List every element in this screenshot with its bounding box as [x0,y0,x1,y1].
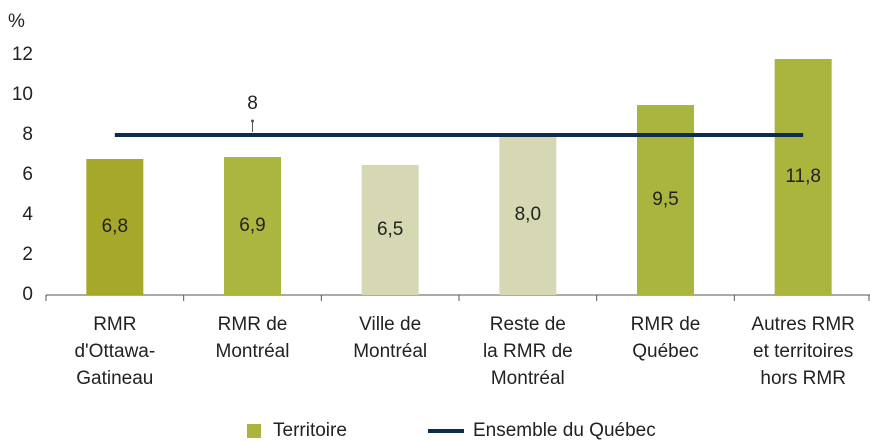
value-label: 6,5 [377,219,403,240]
legend-swatch [247,424,261,438]
x-tick-label-line: RMR [93,314,136,335]
value-label: 6,9 [239,215,265,236]
x-tick-label-line: Montréal [216,341,290,362]
x-tick-label-line: Gatineau [76,368,153,389]
x-tick-label: Ville de Montréal [353,314,427,362]
x-tick-label: RMR d'Ottawa- Gatineau [74,314,155,389]
x-tick-label-line: RMR de [218,314,288,335]
legend-label: Territoire [273,420,347,441]
bar [361,165,419,295]
y-tick-label: 2 [22,244,33,265]
y-tick-label: 4 [22,204,33,225]
x-tick-label-line: Autres RMR [751,314,854,335]
value-label: 9,5 [652,189,678,210]
x-tick-label-line: Québec [632,341,699,362]
y-tick-label: 0 [22,284,33,305]
legend-label: Ensemble du Québec [473,420,656,441]
y-tick-label: 8 [22,124,33,145]
x-tick-label-line: et territoires [753,341,853,362]
annotation-dot [251,119,254,123]
x-tick-label-line: d'Ottawa- [74,341,155,362]
reference-label: 8 [247,93,258,114]
bar [86,159,144,295]
x-tick-label: RMR de Québec [631,314,701,362]
y-tick-label: 10 [12,84,33,105]
value-label: 6,8 [102,216,128,237]
x-tick-label-line: Ville de [359,314,421,335]
x-tick-label: Reste de la RMR de Montréal [483,314,573,389]
x-tick-label-line: hors RMR [760,368,846,389]
x-tick-label-line: Reste de [490,314,566,335]
y-tick-label: 6 [22,164,33,185]
x-tick-label-line: Montréal [491,368,565,389]
bar [774,59,832,295]
bar [499,135,557,295]
x-tick-label: RMR de Montréal [216,314,290,362]
bar [224,157,281,295]
value-label: 11,8 [785,166,821,187]
y-tick-label: 12 [12,44,33,65]
value-label: 8,0 [515,204,541,225]
x-tick-label: Autres RMR et territoires hors RMR [751,314,854,389]
y-axis-label: % [8,11,25,32]
x-tick-label-line: Montréal [353,341,427,362]
x-tick-label-line: RMR de [631,314,701,335]
x-tick-label-line: la RMR de [483,341,573,362]
